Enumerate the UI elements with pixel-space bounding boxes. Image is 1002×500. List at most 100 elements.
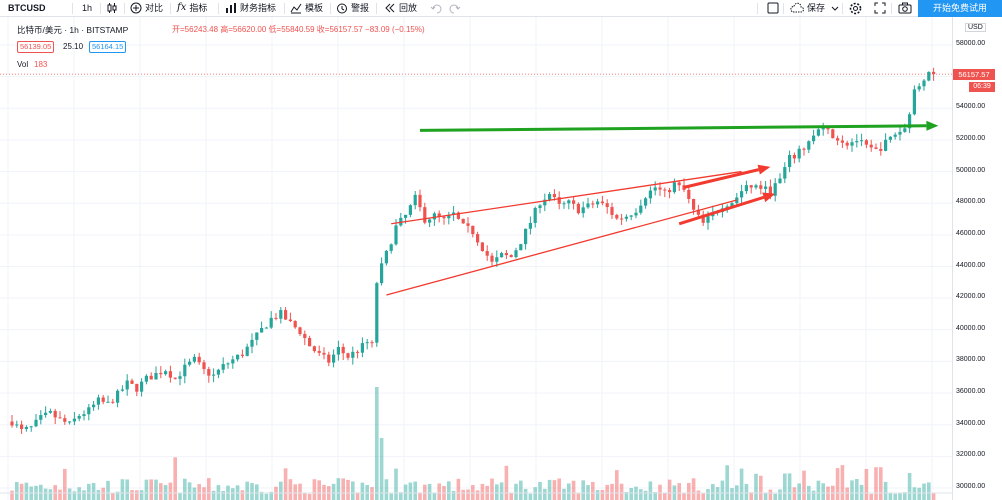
price-chart[interactable] — [0, 17, 952, 500]
candle-body — [82, 414, 86, 416]
volume-bar — [427, 483, 432, 500]
snapshot-button[interactable] — [898, 0, 912, 16]
toolbar-divider — [330, 3, 331, 14]
volume-bar — [187, 482, 192, 500]
compare-button[interactable]: 对比 — [130, 0, 163, 16]
volume-bar — [653, 492, 657, 500]
volume-bar — [797, 483, 801, 500]
volume-bar — [115, 491, 120, 500]
candle-body — [768, 186, 772, 196]
price-axis-border — [952, 17, 953, 500]
currency-unit-badge[interactable]: USD — [965, 23, 986, 32]
candle-body — [860, 140, 864, 142]
drawing-annotations — [386, 120, 939, 296]
volume-bar — [351, 481, 355, 500]
symbol-search[interactable]: BTCUSD — [8, 0, 46, 16]
toolbar-divider — [72, 3, 73, 14]
spread-value: 25.10 — [63, 42, 84, 51]
candle-body — [586, 203, 590, 208]
candle-body — [533, 208, 537, 223]
volume-bar — [711, 484, 715, 500]
settings-button[interactable] — [849, 0, 862, 16]
candle-body — [96, 397, 100, 405]
price-tick-label: 30000.00 — [956, 483, 986, 490]
alert-button[interactable]: 警报 — [336, 0, 369, 16]
volume-bar — [39, 484, 43, 500]
volume-bar — [864, 468, 869, 500]
fullscreen-icon — [874, 2, 886, 14]
candle-body — [68, 421, 72, 423]
chevron-down-icon — [831, 4, 839, 12]
candle-body — [327, 354, 331, 363]
volume-bars — [10, 387, 936, 500]
volume-bar — [211, 490, 216, 500]
volume-bar — [231, 488, 235, 500]
volume-bar — [375, 387, 379, 500]
volume-bar — [322, 484, 326, 500]
chart-style-button[interactable] — [106, 0, 118, 16]
price-tick-label: 32000.00 — [956, 451, 986, 459]
candle-body — [783, 167, 787, 179]
volume-bar — [605, 484, 609, 500]
candle-body — [231, 359, 235, 364]
candle-body — [456, 212, 460, 219]
volume-bar — [67, 488, 72, 500]
candle-body — [77, 415, 81, 419]
symbol-label: BTCUSD — [8, 3, 46, 13]
candle-body — [816, 129, 820, 136]
volume-bar — [504, 465, 509, 500]
interval-button[interactable]: 1h — [82, 0, 92, 16]
candle-body — [797, 148, 801, 159]
candle-body — [207, 369, 211, 376]
volume-bar — [451, 490, 456, 500]
save-button[interactable]: 保存 — [790, 0, 839, 16]
candle-body — [192, 356, 196, 362]
volume-bar — [754, 473, 758, 500]
toolbar-divider — [757, 3, 758, 14]
price-tick-label: 54000.00 — [956, 103, 986, 111]
ask-price[interactable]: 56164.15 — [89, 41, 127, 53]
candle-body — [754, 185, 758, 188]
candle-body — [677, 182, 681, 186]
candle-body — [620, 218, 624, 220]
indicators-button[interactable]: fx 指标 — [177, 0, 207, 16]
templates-button[interactable]: 模板 — [290, 0, 323, 16]
candle-body — [212, 374, 216, 376]
candle-body — [178, 376, 182, 379]
bid-price[interactable]: 56139.05 — [17, 41, 55, 53]
candle-body — [850, 142, 854, 146]
candle-body — [413, 194, 417, 206]
replay-button[interactable]: 回放 — [384, 0, 417, 16]
candle-body — [898, 131, 902, 135]
candle-body — [764, 186, 768, 189]
financials-button[interactable]: 财务指标 — [225, 0, 276, 16]
layout-button[interactable] — [767, 0, 779, 16]
volume-bar — [480, 483, 485, 500]
undo-button[interactable] — [430, 0, 442, 16]
fullscreen-button[interactable] — [874, 0, 886, 16]
volume-bar — [317, 480, 321, 500]
compare-label: 对比 — [145, 3, 164, 13]
volume-bar — [591, 481, 595, 500]
candle-body — [524, 228, 528, 245]
volume-bar — [72, 491, 77, 500]
price-tick-label: 52000.00 — [956, 134, 986, 142]
volume-bar — [893, 493, 897, 500]
candle-body — [442, 216, 446, 219]
candle-body — [696, 209, 700, 215]
redo-button[interactable] — [449, 0, 461, 16]
volume-bar — [447, 481, 451, 500]
start-free-trial-button[interactable]: 开始免费试用 — [918, 0, 1002, 17]
candle-body — [39, 415, 43, 420]
volume-bar — [763, 492, 768, 500]
toolbar-divider — [218, 3, 219, 14]
candle-body — [629, 215, 633, 217]
candle-body — [322, 352, 326, 355]
volume-bar — [399, 492, 403, 500]
price-tick-label: 42000.00 — [956, 293, 986, 301]
volume-bar — [787, 473, 792, 500]
candle-body — [221, 364, 225, 370]
candle-body — [106, 401, 110, 403]
volume-bar — [610, 483, 614, 500]
candle-body — [202, 362, 206, 370]
